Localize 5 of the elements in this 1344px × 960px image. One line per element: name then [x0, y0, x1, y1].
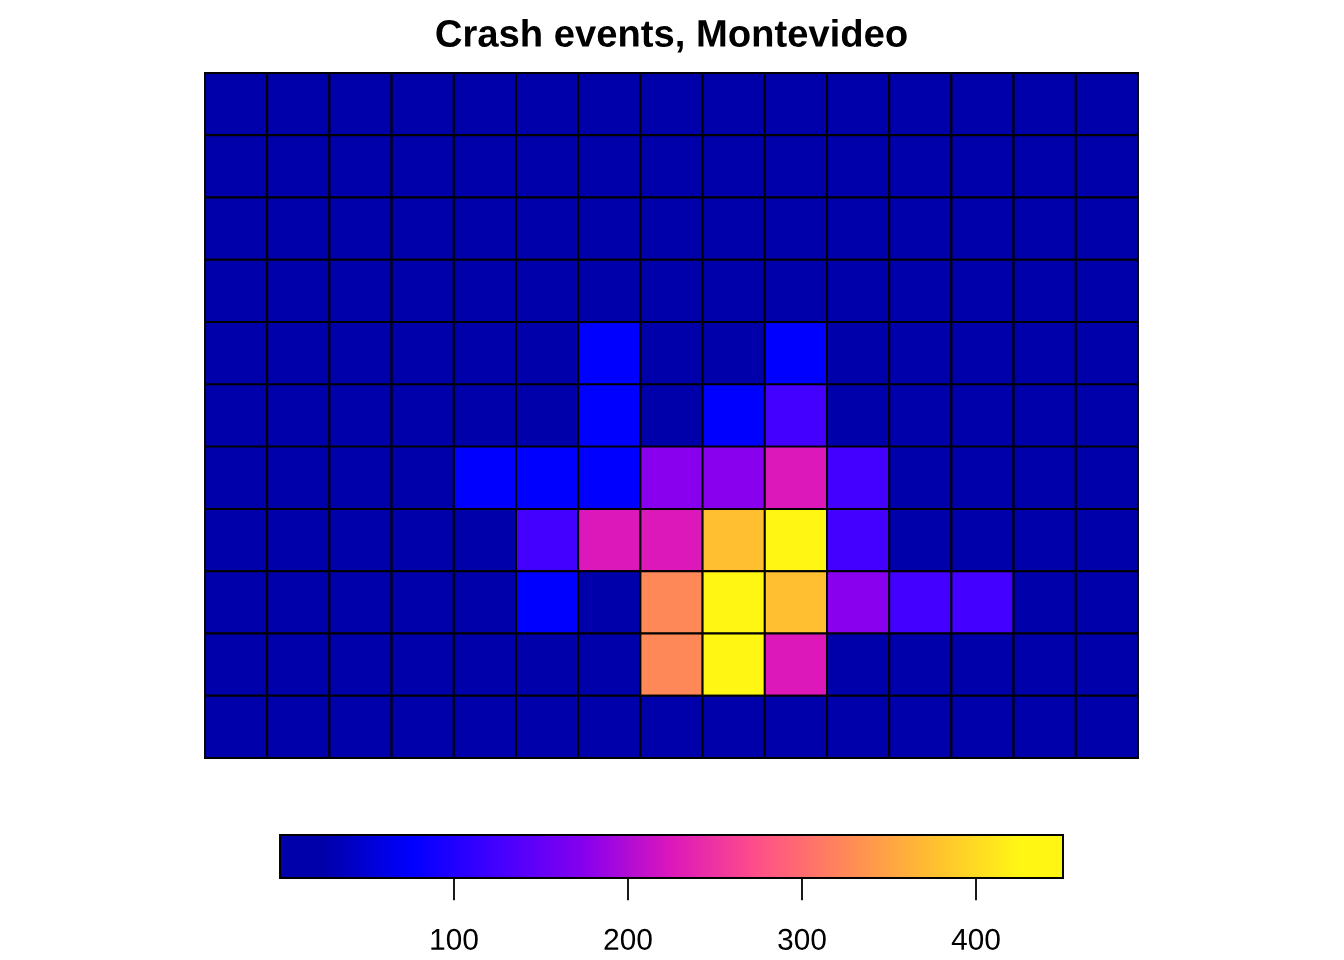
color-bar-label: 200	[604, 928, 652, 950]
color-bar-label: 100	[431, 928, 478, 950]
chart-title: Crash events, Montevideo	[436, 18, 907, 53]
color-bar-label: 300	[778, 928, 826, 950]
color-bar-label: 400	[951, 928, 1000, 950]
